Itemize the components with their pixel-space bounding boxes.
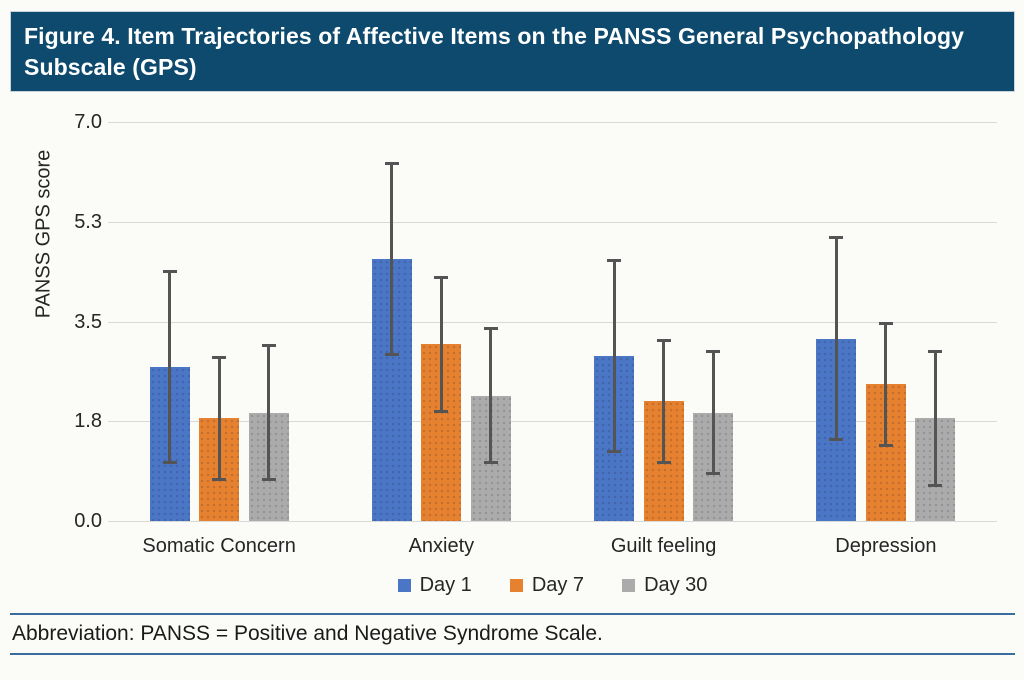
legend-swatch bbox=[622, 579, 636, 592]
error-bar bbox=[878, 321, 893, 447]
y-axis-label: PANSS GPS score bbox=[32, 149, 55, 318]
category-label: Depression bbox=[835, 535, 937, 557]
legend: Day 1 Day 7 Day 30 bbox=[108, 574, 997, 597]
gridline bbox=[108, 521, 997, 522]
divider-rule-bottom bbox=[10, 653, 1015, 655]
y-tick-label: 7.0 bbox=[74, 111, 102, 133]
category-label: Anxiety bbox=[408, 535, 475, 557]
legend-item: Day 30 bbox=[622, 574, 707, 597]
error-bar bbox=[261, 344, 276, 482]
category-label: Guilt feeling bbox=[610, 535, 717, 557]
legend-item: Day 7 bbox=[509, 574, 585, 597]
gridline bbox=[108, 421, 997, 423]
error-bar bbox=[656, 338, 671, 464]
legend-swatch bbox=[509, 579, 523, 592]
gridline bbox=[108, 122, 997, 123]
legend-label: Day 1 bbox=[419, 574, 472, 596]
error-bar bbox=[434, 275, 449, 413]
error-bar bbox=[483, 327, 498, 464]
legend-label: Day 7 bbox=[531, 574, 585, 596]
legend-swatch bbox=[397, 579, 411, 592]
divider-rule-top bbox=[10, 613, 1015, 615]
error-bar bbox=[162, 270, 177, 464]
legend-label: Day 30 bbox=[644, 574, 708, 596]
y-tick-label: 5.3 bbox=[74, 210, 102, 233]
figure-title-banner: Figure 4. Item Trajectories of Affective… bbox=[10, 11, 1015, 92]
gridline bbox=[108, 321, 997, 323]
gridline bbox=[108, 221, 997, 223]
error-bar bbox=[928, 350, 943, 487]
bar bbox=[421, 344, 462, 521]
error-bar bbox=[706, 350, 721, 476]
error-bar bbox=[607, 258, 622, 453]
y-tick-label: 3.5 bbox=[74, 310, 102, 333]
error-bar bbox=[212, 355, 227, 482]
category-label: Somatic Concern bbox=[142, 535, 296, 557]
y-tick-label: 0.0 bbox=[74, 510, 102, 532]
y-tick-label: 1.8 bbox=[74, 410, 102, 433]
figure-title: Figure 4. Item Trajectories of Affective… bbox=[24, 23, 965, 80]
bar-chart: 0.0 1.8 3.5 5.3 7.0 PANSS GPS score Somatic … bbox=[0, 92, 1024, 612]
legend-item: Day 1 bbox=[397, 574, 472, 597]
error-bar bbox=[829, 236, 844, 442]
abbreviation-note: Abbreviation: PANSS = Positive and Negat… bbox=[12, 622, 603, 645]
error-bar bbox=[384, 161, 399, 356]
